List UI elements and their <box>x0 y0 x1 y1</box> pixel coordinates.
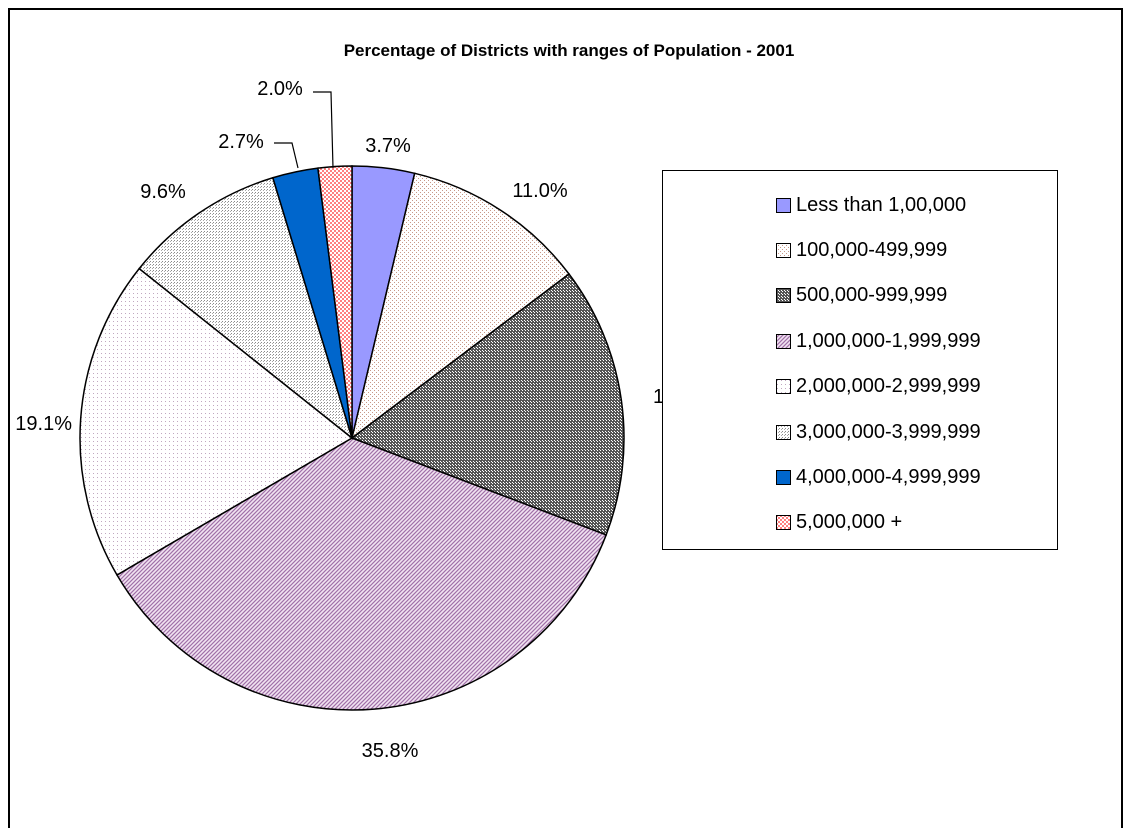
legend-item-1: Less than 1,00,000 <box>776 193 966 217</box>
pie-slice-8 <box>317 165 353 439</box>
legend-swatch <box>776 424 791 440</box>
legend-label: 1,000,000-1,999,999 <box>796 329 981 352</box>
pie-slice-4 <box>115 437 608 711</box>
legend-item-7: 4,000,000-4,999,999 <box>776 465 981 489</box>
leader-line-8 <box>313 91 334 169</box>
legend-label: 100,000-499,999 <box>796 238 948 261</box>
data-label-2: 11.0% <box>512 180 567 202</box>
legend-label: 3,000,000-3,999,999 <box>796 420 981 443</box>
pie-slice-2 <box>350 172 571 440</box>
legend-swatch <box>776 515 791 531</box>
legend-item-2: 100,000-499,999 <box>776 238 947 262</box>
data-label-7: 2.7% <box>218 131 264 153</box>
legend-item-5: 2,000,000-2,999,999 <box>776 375 981 399</box>
chart-frame <box>8 8 1123 828</box>
legend-label: 2,000,000-2,999,999 <box>796 375 981 398</box>
leader-line-7 <box>274 142 299 169</box>
data-label-6: 9.6% <box>140 181 186 203</box>
legend-label: 4,000,000-4,999,999 <box>796 465 981 488</box>
data-label-5: 19.1% <box>15 413 72 435</box>
legend: Less than 1,00,000 100,000-499,999 500,000… <box>662 170 1058 550</box>
pie-slice-6 <box>138 176 354 441</box>
data-label-8: 2.0% <box>257 78 303 100</box>
legend-item-4: 1,000,000-1,999,999 <box>776 329 981 353</box>
data-label-4: 35.8% <box>362 740 419 762</box>
pie-slice-5 <box>79 267 354 577</box>
legend-label: 5,000,000 + <box>796 511 903 534</box>
legend-swatch <box>776 197 791 213</box>
pie-slices <box>79 165 625 711</box>
pie-slice-3 <box>350 272 625 536</box>
legend-swatch <box>776 469 791 485</box>
legend-swatch <box>776 242 791 258</box>
legend-item-8: 5,000,000 + <box>776 511 902 535</box>
legend-label: Less than 1,00,000 <box>796 193 967 216</box>
legend-swatch <box>776 333 791 349</box>
legend-label: 500,000-999,999 <box>796 284 948 307</box>
legend-swatch <box>776 288 791 304</box>
legend-item-3: 500,000-999,999 <box>776 284 947 308</box>
data-label-1: 3.7% <box>365 135 411 157</box>
legend-swatch <box>776 379 791 395</box>
legend-item-6: 3,000,000-3,999,999 <box>776 420 981 444</box>
chart-title: Percentage of Districts with ranges of P… <box>344 41 795 60</box>
